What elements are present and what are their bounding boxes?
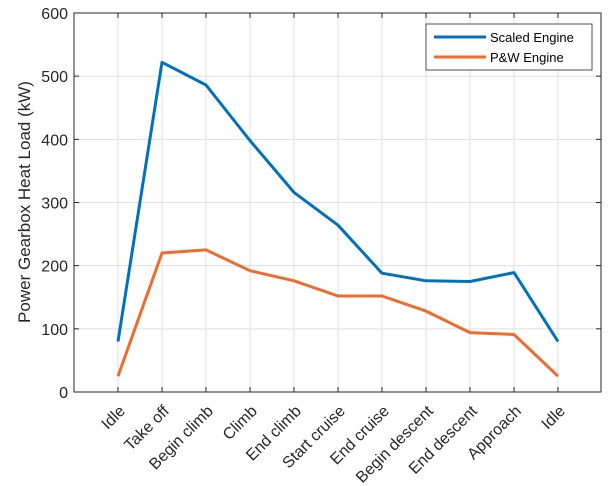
y-tick-label: 600 xyxy=(41,6,68,23)
legend: Scaled Engine P&W Engine xyxy=(425,23,593,71)
y-tick-label: 200 xyxy=(41,259,68,276)
legend-box xyxy=(425,23,593,71)
legend-label: P&W Engine xyxy=(490,50,564,65)
y-axis-title: Power Gearbox Heat Load (kW) xyxy=(15,81,34,323)
x-tick-label: Begin descent xyxy=(353,402,437,486)
grid-layer xyxy=(74,12,601,393)
series-layer xyxy=(116,60,560,378)
series-line-pw-engine xyxy=(116,248,560,378)
y-tick-label: 400 xyxy=(41,132,68,149)
axes-layer xyxy=(73,12,602,393)
series-line-scaled-engine xyxy=(116,60,560,343)
y-tick-label: 100 xyxy=(41,322,68,339)
x-tick-label: Climb xyxy=(220,403,261,444)
legend-label: Scaled Engine xyxy=(490,30,574,45)
y-tick-labels: 0 100 200 300 400 500 600 xyxy=(41,6,68,402)
y-tick-label: 500 xyxy=(41,69,68,86)
x-tick-label: Idle xyxy=(539,403,569,433)
y-tick-label: 300 xyxy=(41,196,68,213)
x-tick-label: Idle xyxy=(99,403,129,433)
y-tick-label: 0 xyxy=(59,385,68,402)
